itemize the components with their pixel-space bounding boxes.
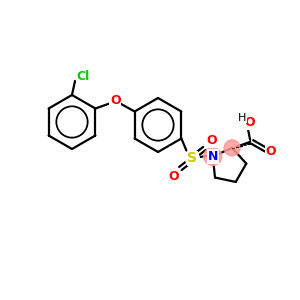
Text: O: O — [168, 170, 179, 183]
Circle shape — [204, 148, 222, 166]
Text: O: O — [206, 134, 217, 147]
Text: O: O — [110, 94, 121, 107]
Text: H: H — [238, 113, 246, 123]
Text: Cl: Cl — [76, 70, 90, 83]
Text: O: O — [266, 146, 276, 158]
Circle shape — [185, 152, 200, 166]
Text: S: S — [188, 152, 197, 166]
Circle shape — [224, 140, 240, 156]
Text: O: O — [245, 116, 255, 129]
Text: N: N — [208, 150, 218, 163]
